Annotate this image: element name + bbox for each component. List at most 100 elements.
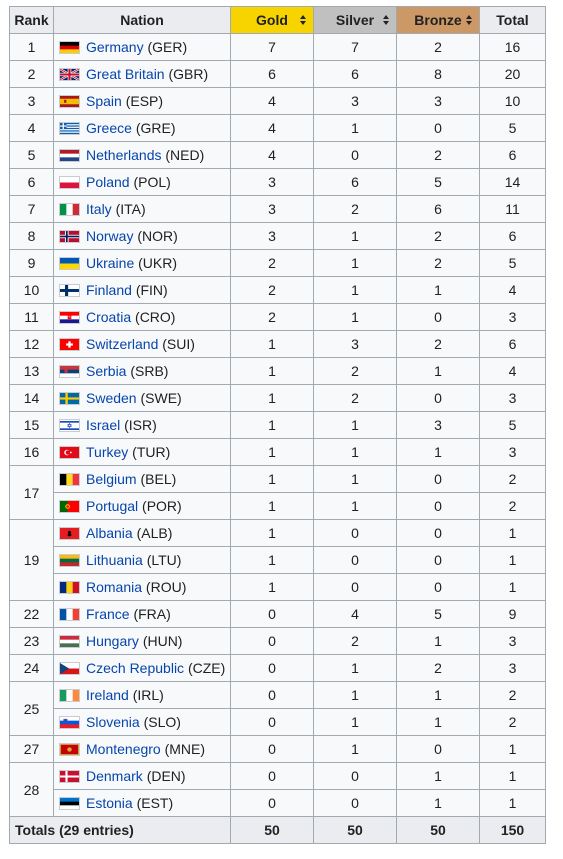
table-row: Lithuania (LTU) 1 0 0 1 <box>10 546 546 574</box>
nation-link[interactable]: Albania <box>86 525 133 541</box>
nation-link[interactable]: Slovenia <box>86 714 140 730</box>
bronze-cell: 1 <box>396 357 480 385</box>
table-row: 1 Germany (GER) 7 7 2 16 <box>9 33 546 61</box>
gold-cell: 2 <box>230 303 314 331</box>
header-row: Rank Nation Gold Silver Bronze Total <box>9 6 546 34</box>
bronze-cell: 1 <box>396 681 480 709</box>
gold-cell: 1 <box>230 330 314 358</box>
total-cell: 1 <box>479 762 546 790</box>
nation-code: (BEL) <box>140 471 177 487</box>
silver-header[interactable]: Silver <box>313 6 397 34</box>
total-cell: 2 <box>479 492 546 520</box>
nation-link[interactable]: Sweden <box>86 390 137 406</box>
table-row: Slovenia (SLO) 0 1 1 2 <box>10 708 546 736</box>
nation-code: (CZE) <box>187 660 226 676</box>
nation-link[interactable]: Israel <box>86 417 121 433</box>
nation-link[interactable]: Portugal <box>86 498 139 514</box>
nation-code: (GER) <box>147 39 188 55</box>
gold-cell: 3 <box>230 222 314 250</box>
nation-code: (HUN) <box>142 633 183 649</box>
table-row: 10 Finland (FIN) 2 1 1 4 <box>9 276 546 304</box>
nation-code: (ESP) <box>125 93 164 109</box>
nation-code: (NED) <box>165 147 205 163</box>
bronze-cell: 0 <box>396 384 480 412</box>
nation-cell: Sweden (SWE) <box>53 384 231 412</box>
nation-link[interactable]: Croatia <box>86 309 132 325</box>
nation-link[interactable]: Turkey <box>86 444 129 460</box>
rank-cell: 13 <box>9 357 54 385</box>
flag-croatia-icon <box>59 311 80 324</box>
gold-header[interactable]: Gold <box>230 6 314 34</box>
flag-great-britain-icon <box>59 68 80 81</box>
medal-table: Rank Nation Gold Silver Bronze Total 1 Ge… <box>9 6 546 844</box>
table-row: 28 Denmark (DEN) 0 0 1 1 <box>9 762 546 817</box>
silver-cell: 7 <box>313 33 397 61</box>
nation-link[interactable]: Hungary <box>86 633 139 649</box>
nation-link[interactable]: Poland <box>86 174 130 190</box>
table-row: 3 Spain (ESP) 4 3 3 10 <box>9 87 546 115</box>
nation-link[interactable]: Belgium <box>86 471 137 487</box>
total-cell: 2 <box>479 708 546 736</box>
nation-link[interactable]: Czech Republic <box>86 660 185 676</box>
totals-bronze: 50 <box>396 816 480 844</box>
rank-cell: 28 <box>9 762 54 817</box>
sort-icon[interactable] <box>300 15 307 25</box>
nation-code: (MNE) <box>164 741 206 757</box>
nation-link[interactable]: Italy <box>86 201 112 217</box>
nation-cell: Montenegro (MNE) <box>53 735 231 763</box>
total-cell: 5 <box>479 411 546 439</box>
flag-lithuania-icon <box>59 554 80 567</box>
nation-cell: France (FRA) <box>53 600 231 628</box>
nation-link[interactable]: Spain <box>86 93 122 109</box>
bronze-cell: 1 <box>396 276 480 304</box>
nation-link[interactable]: Great Britain <box>86 66 165 82</box>
nation-link[interactable]: Germany <box>86 39 144 55</box>
nation-link[interactable]: Denmark <box>86 768 143 784</box>
nation-link[interactable]: Finland <box>86 282 132 298</box>
table-row: 8 Norway (NOR) 3 1 2 6 <box>9 222 546 250</box>
bronze-header[interactable]: Bronze <box>396 6 480 34</box>
silver-cell: 1 <box>313 465 397 493</box>
gold-cell: 6 <box>230 60 314 88</box>
silver-cell: 4 <box>313 600 397 628</box>
gold-header-label: Gold <box>256 12 288 28</box>
nation-link[interactable]: Romania <box>86 579 143 595</box>
nation-link[interactable]: France <box>86 606 130 622</box>
gold-cell: 1 <box>230 411 314 439</box>
nation-link[interactable]: Netherlands <box>86 147 162 163</box>
nation-link[interactable]: Switzerland <box>86 336 159 352</box>
total-cell: 9 <box>479 600 546 628</box>
nation-cell: Slovenia (SLO) <box>53 708 231 736</box>
nation-link[interactable]: Lithuania <box>86 552 143 568</box>
nation-link[interactable]: Estonia <box>86 795 133 811</box>
silver-cell: 6 <box>313 168 397 196</box>
nation-link[interactable]: Serbia <box>86 363 127 379</box>
bronze-cell: 0 <box>396 573 480 601</box>
flag-switzerland-icon <box>59 338 80 351</box>
gold-cell: 1 <box>230 465 314 493</box>
flag-ireland-icon <box>59 689 80 702</box>
nation-link[interactable]: Norway <box>86 228 134 244</box>
sort-icon[interactable] <box>383 15 390 25</box>
nation-link[interactable]: Montenegro <box>86 741 161 757</box>
nation-code: (SWE) <box>140 390 182 406</box>
gold-cell: 0 <box>230 762 314 790</box>
total-cell: 6 <box>479 141 546 169</box>
nation-code: (FRA) <box>133 606 171 622</box>
flag-norway-icon <box>59 230 80 243</box>
nation-code: (CRO) <box>135 309 176 325</box>
table-row: 7 Italy (ITA) 3 2 6 11 <box>9 195 546 223</box>
nation-cell: Netherlands (NED) <box>53 141 231 169</box>
silver-cell: 0 <box>313 546 397 574</box>
bronze-cell: 1 <box>396 438 480 466</box>
nation-cell: Denmark (DEN) <box>53 762 231 790</box>
nation-cell: Belgium (BEL) <box>53 465 231 493</box>
nation-link[interactable]: Ukraine <box>86 255 135 271</box>
nation-link[interactable]: Greece <box>86 120 132 136</box>
nation-cell: Romania (ROU) <box>53 573 231 601</box>
gold-cell: 1 <box>230 438 314 466</box>
nation-link[interactable]: Ireland <box>86 687 129 703</box>
sort-icon[interactable] <box>466 15 473 25</box>
nation-code: (POR) <box>142 498 182 514</box>
nation-code: (LTU) <box>146 552 182 568</box>
